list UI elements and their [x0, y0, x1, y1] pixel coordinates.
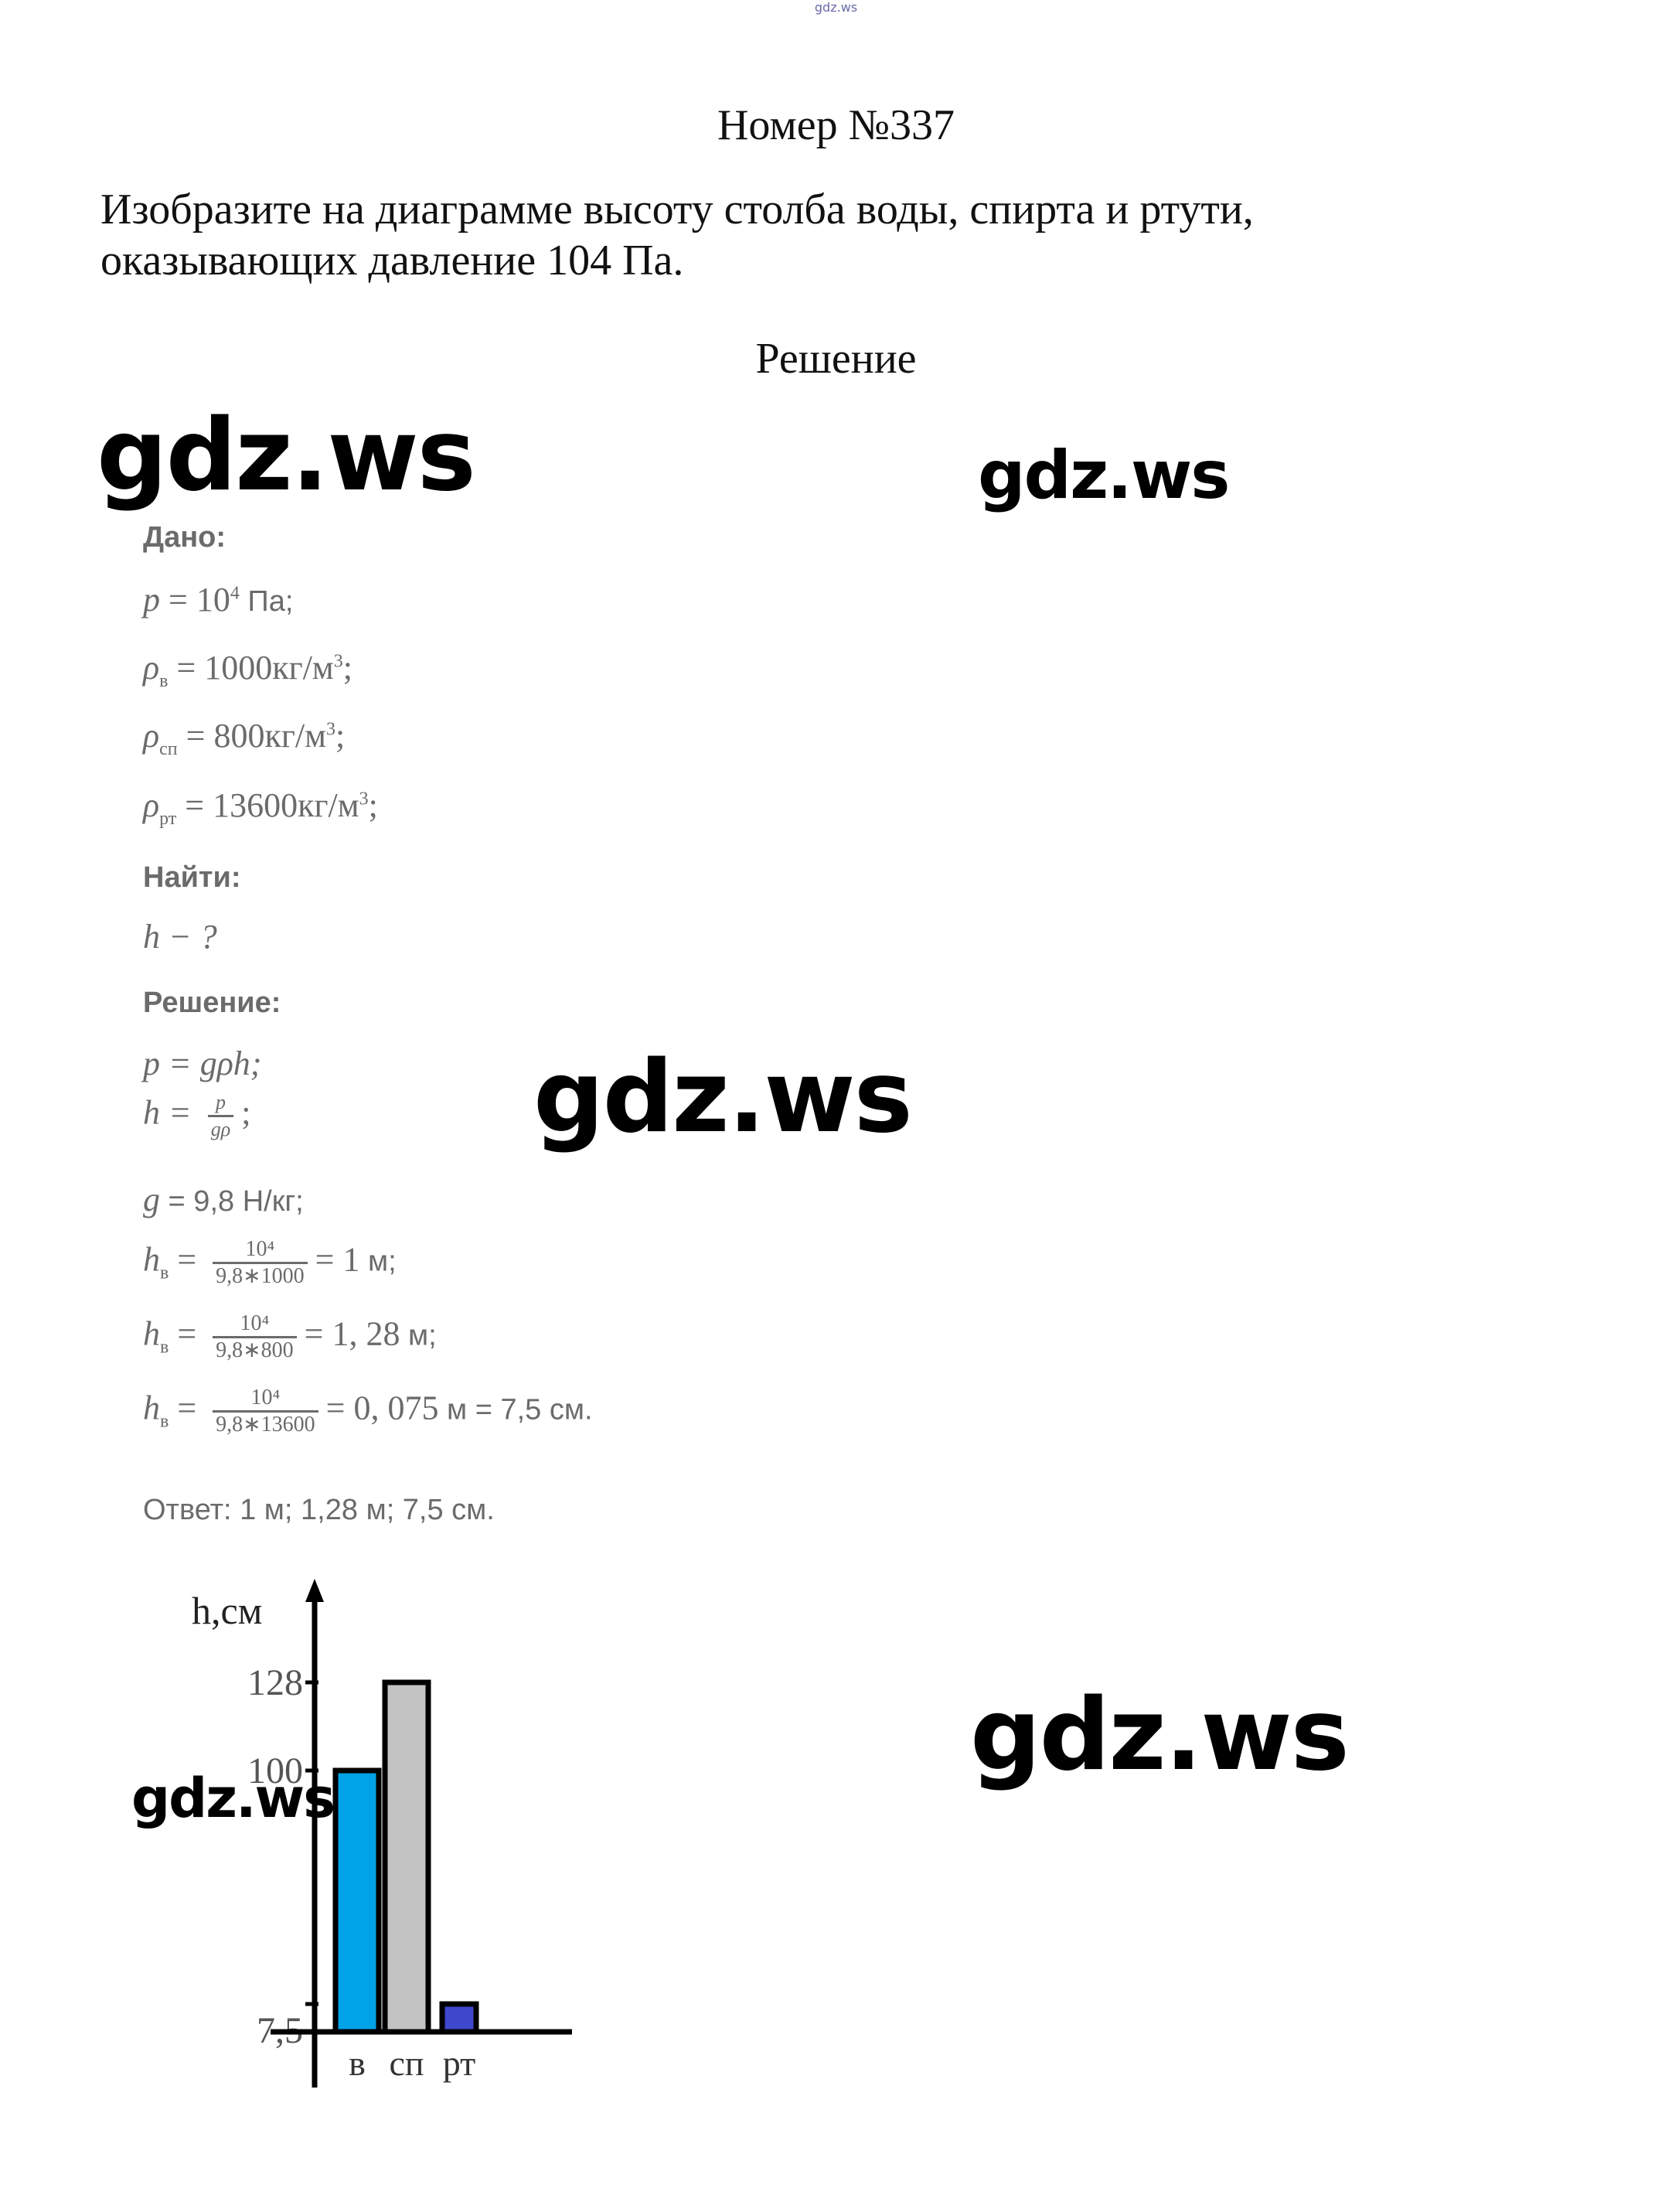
p-symbol: p — [143, 581, 160, 619]
p-unit: Па; — [239, 585, 294, 618]
h-fraction: 10⁴ 9,8∗800 — [213, 1311, 297, 1363]
y-axis-arrow — [305, 1579, 324, 1602]
x-tick-label: рт — [443, 2043, 476, 2083]
solution-heading: Решение — [755, 335, 917, 383]
watermark: gdz.ws — [131, 1767, 335, 1830]
h-result: = 0, 075 — [325, 1389, 439, 1427]
given-rho-mercury: ρрт = 13600кг/м3; — [143, 786, 378, 830]
height-water: hв = 10⁴ 9,8∗1000 = 1 м; — [143, 1237, 397, 1289]
h-symbol: h — [143, 1389, 160, 1427]
h-fraction: 10⁴ 9,8∗1000 — [213, 1237, 308, 1289]
h-sub: в — [160, 1337, 169, 1358]
problem-title: Номер №337 — [717, 101, 955, 149]
rho-tail: ; — [342, 649, 353, 687]
fraction-numerator: 10⁴ — [245, 1237, 275, 1261]
rho-tail: ; — [335, 717, 346, 755]
rho-exp: 3 — [325, 719, 335, 740]
h-fraction: 10⁴ 9,8∗13600 — [213, 1385, 318, 1437]
rho-value: = 13600кг/м — [176, 786, 359, 824]
rho-symbol: ρ — [143, 786, 160, 824]
h-fraction: p gρ — [207, 1090, 234, 1142]
given-label: Дано: — [143, 521, 226, 554]
watermark: gdz.ws — [970, 1678, 1350, 1793]
find-label: Найти: — [143, 861, 241, 894]
fraction-denominator: 9,8∗13600 — [213, 1410, 318, 1437]
task-text: Изобразите на диаграмме высоту столба во… — [100, 184, 1569, 286]
rho-symbol: ρ — [143, 649, 160, 687]
rho-symbol: ρ — [143, 717, 160, 755]
rho-sub: рт — [159, 808, 177, 829]
answer: Ответ: 1 м; 1,28 м; 7,5 см. — [143, 1494, 495, 1526]
task-line-1: Изобразите на диаграмме высоту столба во… — [100, 186, 1254, 233]
fraction-denominator: 9,8∗800 — [213, 1336, 297, 1363]
h-unit: м = 7,5 см. — [438, 1393, 593, 1426]
rho-exp: 3 — [359, 789, 369, 809]
formula-height: h = p gρ; — [143, 1090, 250, 1142]
h-result: = 1 — [315, 1240, 360, 1279]
solution-label: Решение: — [143, 987, 281, 1019]
bar-сп — [382, 1679, 431, 2035]
y-axis-label: h,см — [192, 1589, 262, 1632]
top-watermark: gdz.ws — [814, 0, 858, 15]
x-tick-label: сп — [389, 2043, 424, 2083]
fraction-numerator: 10⁴ — [240, 1311, 270, 1335]
height-mercury: hв = 10⁴ 9,8∗13600 = 0, 075 м = 7,5 см. — [143, 1385, 593, 1437]
rho-sub: сп — [159, 738, 178, 759]
g-rhs: = 9,8 Н/кг; — [160, 1185, 304, 1218]
given-pressure: p = 104 Па; — [143, 580, 293, 619]
y-tick-label: 100 — [247, 1750, 303, 1791]
h-sub: в — [160, 1411, 169, 1432]
find-value: h − ? — [143, 918, 217, 956]
h-symbol: h — [143, 1314, 160, 1353]
h-tail: ; — [241, 1093, 251, 1132]
watermark: gdz.ws — [978, 437, 1230, 514]
g-symbol: g — [143, 1181, 160, 1218]
h-lhs: h = — [143, 1093, 200, 1132]
given-rho-spirit: ρсп = 800кг/м3; — [143, 716, 345, 760]
x-tick-label: в — [349, 2043, 366, 2083]
fraction-numerator: 10⁴ — [250, 1385, 281, 1409]
rho-value: = 1000кг/м — [168, 649, 334, 687]
p-value: = 10 — [160, 581, 230, 619]
height-spirit: hв = 10⁴ 9,8∗800 = 1, 28 м; — [143, 1311, 437, 1363]
g-value: g = 9,8 Н/кг; — [143, 1180, 304, 1219]
fraction-denominator: gρ — [207, 1115, 234, 1142]
h-symbol: h — [143, 1240, 160, 1279]
rho-value: = 800кг/м — [177, 717, 326, 755]
h-unit: м; — [400, 1319, 437, 1352]
y-tick-label: 128 — [247, 1662, 303, 1703]
fraction-denominator: 9,8∗1000 — [213, 1262, 308, 1289]
bar-рт — [439, 2001, 479, 2035]
formula-pressure: p = gρh; — [143, 1045, 262, 1082]
fraction-numerator: p — [215, 1091, 226, 1113]
watermark: gdz.ws — [533, 1040, 913, 1155]
rho-tail: ; — [368, 786, 378, 824]
h-sub: в — [160, 1263, 169, 1283]
p-exp: 4 — [230, 583, 240, 604]
bar-в — [332, 1767, 382, 2035]
rho-exp: 3 — [333, 651, 343, 672]
h-result: = 1, 28 — [304, 1314, 400, 1353]
given-rho-water: ρв = 1000кг/м3; — [143, 648, 352, 692]
watermark: gdz.ws — [97, 398, 476, 513]
rho-sub: в — [159, 670, 169, 691]
h-unit: м; — [359, 1245, 397, 1278]
task-line-2: оказывающих давление 104 Па. — [100, 237, 684, 285]
